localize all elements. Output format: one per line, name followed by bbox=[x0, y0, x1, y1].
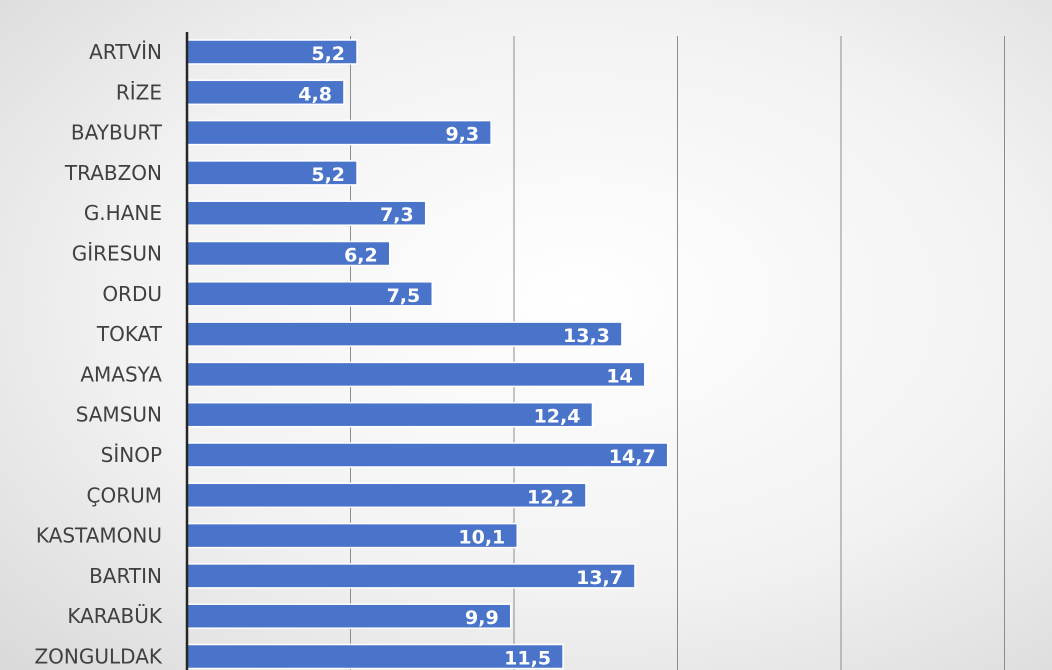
category-label: G.HANE bbox=[84, 201, 162, 225]
category-label: SİNOP bbox=[101, 443, 162, 467]
data-label: 5,2 bbox=[311, 43, 345, 65]
bar bbox=[186, 603, 512, 629]
category-label: RİZE bbox=[116, 80, 162, 104]
bar bbox=[186, 563, 636, 589]
bar bbox=[186, 39, 358, 65]
bar bbox=[186, 482, 587, 509]
bar bbox=[186, 281, 433, 307]
bar bbox=[186, 160, 358, 186]
bar bbox=[186, 200, 427, 226]
data-label: 6,2 bbox=[344, 245, 378, 267]
category-label: TOKAT bbox=[96, 322, 163, 346]
category-label: KASTAMONU bbox=[36, 524, 162, 548]
category-label: ARTVİN bbox=[89, 40, 162, 64]
bar bbox=[186, 240, 391, 267]
category-label: BARTIN bbox=[89, 564, 162, 588]
category-labels: ARTVİN RİZE BAYBURT TRABZON G.HANE GİRESUN ORD… bbox=[34, 40, 162, 669]
category-label: SAMSUN bbox=[76, 403, 162, 427]
bars bbox=[186, 39, 669, 670]
category-label: GİRESUN bbox=[72, 242, 162, 266]
data-label: 13,3 bbox=[563, 325, 610, 347]
category-label: TRABZON bbox=[64, 161, 162, 185]
bar bbox=[186, 442, 669, 468]
category-label: ÇORUM bbox=[87, 483, 163, 507]
data-label: 11,5 bbox=[504, 648, 551, 670]
data-label: 13,7 bbox=[576, 567, 623, 589]
data-label: 4,8 bbox=[298, 83, 332, 105]
data-label: 9,9 bbox=[465, 607, 499, 629]
data-label: 14,7 bbox=[609, 446, 656, 468]
category-label: BAYBURT bbox=[71, 121, 163, 145]
data-label: 10,1 bbox=[458, 527, 505, 549]
data-label: 12,2 bbox=[527, 486, 574, 508]
category-label: ZONGULDAK bbox=[34, 645, 162, 669]
data-label: 7,3 bbox=[380, 204, 414, 226]
data-label: 5,2 bbox=[311, 164, 345, 186]
bar bbox=[186, 401, 594, 428]
category-label: AMASYA bbox=[80, 362, 162, 386]
bar bbox=[186, 643, 564, 670]
bar bbox=[186, 119, 492, 146]
bar bbox=[186, 361, 646, 388]
data-label: 7,5 bbox=[387, 285, 421, 307]
data-label: 12,4 bbox=[534, 406, 581, 428]
category-label: KARABÜK bbox=[67, 604, 163, 628]
data-labels: 5,2 4,8 9,3 5,2 7,36,2 7,5 13,3 14 12,4 14,7 12,2 1… bbox=[298, 43, 655, 670]
data-label: 9,3 bbox=[445, 124, 479, 146]
data-label: 14 bbox=[606, 365, 632, 387]
bar bbox=[186, 321, 623, 347]
category-label: ORDU bbox=[102, 282, 162, 306]
